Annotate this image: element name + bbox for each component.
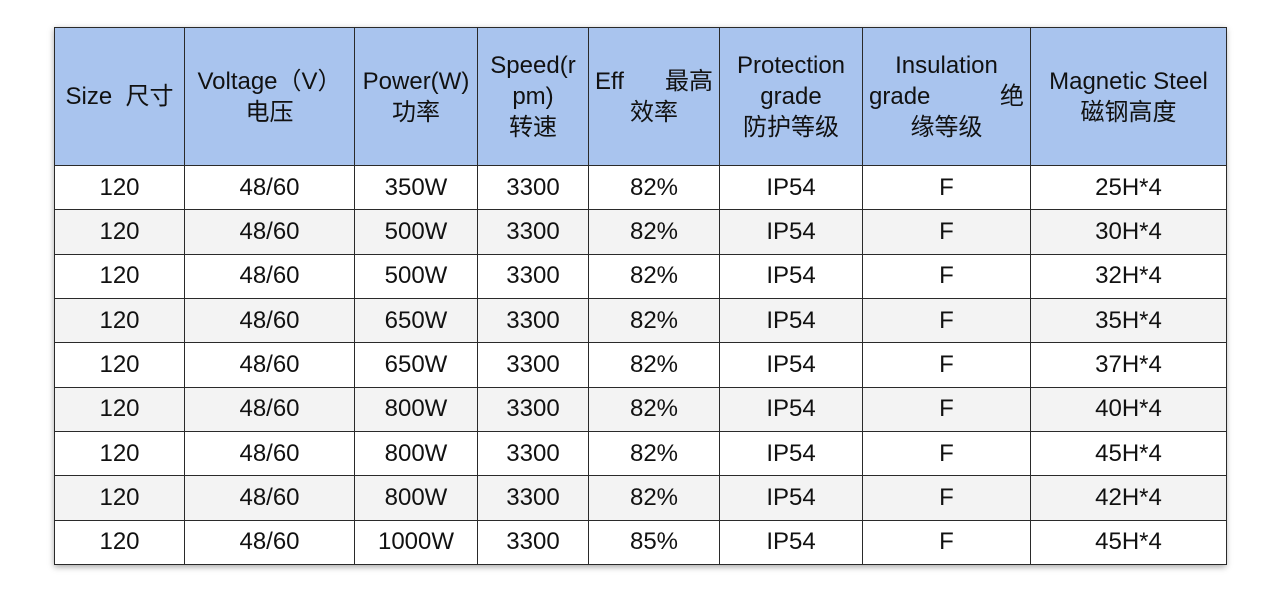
cell-size: 120: [54, 297, 185, 344]
cell-size: 120: [54, 386, 185, 432]
cell-insulation: F: [862, 386, 1031, 432]
cell-insulation: F: [862, 164, 1031, 211]
cell-magnetic-steel: 37H*4: [1030, 342, 1227, 388]
cell-speed: 3300: [477, 297, 589, 344]
cell-magnetic-steel: 30H*4: [1030, 209, 1227, 255]
cell-protection: IP54: [719, 430, 863, 477]
cell-efficiency: 82%: [588, 475, 720, 521]
cell-insulation: F: [862, 430, 1031, 477]
cell-efficiency: 85%: [588, 519, 720, 566]
table-row: 120 48/60 500W 3300 82% IP54 F 32H*4: [54, 253, 1227, 299]
header-row: Size 尺寸 Voltage（V） 电压 Power(W) 功率 Speed(…: [54, 27, 1227, 166]
cell-insulation: F: [862, 475, 1031, 521]
cell-insulation: F: [862, 519, 1031, 566]
cell-magnetic-steel: 25H*4: [1030, 164, 1227, 211]
cell-magnetic-steel: 45H*4: [1030, 430, 1227, 477]
cell-voltage: 48/60: [184, 475, 355, 521]
cell-voltage: 48/60: [184, 253, 355, 299]
cell-voltage: 48/60: [184, 342, 355, 388]
cell-efficiency: 82%: [588, 430, 720, 477]
header-insulation: Insulation grade 绝 缘等级: [862, 27, 1031, 166]
cell-power: 350W: [354, 164, 478, 211]
header-efficiency: Eff 最高 效率: [588, 27, 720, 166]
cell-magnetic-steel: 42H*4: [1030, 475, 1227, 521]
header-size: Size 尺寸: [54, 27, 185, 166]
cell-power: 800W: [354, 475, 478, 521]
cell-voltage: 48/60: [184, 164, 355, 211]
cell-size: 120: [54, 164, 185, 211]
cell-size: 120: [54, 475, 185, 521]
cell-speed: 3300: [477, 519, 589, 566]
cell-magnetic-steel: 35H*4: [1030, 297, 1227, 344]
cell-efficiency: 82%: [588, 209, 720, 255]
cell-protection: IP54: [719, 253, 863, 299]
cell-voltage: 48/60: [184, 430, 355, 477]
cell-protection: IP54: [719, 342, 863, 388]
cell-efficiency: 82%: [588, 164, 720, 211]
cell-size: 120: [54, 430, 185, 477]
table-row: 120 48/60 800W 3300 82% IP54 F 45H*4: [54, 430, 1227, 477]
cell-insulation: F: [862, 342, 1031, 388]
cell-speed: 3300: [477, 209, 589, 255]
table-body: 120 48/60 350W 3300 82% IP54 F 25H*4 120 48/60 500…: [54, 164, 1227, 566]
cell-magnetic-steel: 32H*4: [1030, 253, 1227, 299]
table-row: 120 48/60 350W 3300 82% IP54 F 25H*4: [54, 164, 1227, 211]
table-row: 120 48/60 650W 3300 82% IP54 F 37H*4: [54, 342, 1227, 388]
cell-speed: 3300: [477, 430, 589, 477]
cell-size: 120: [54, 209, 185, 255]
header-voltage: Voltage（V） 电压: [184, 27, 355, 166]
header-power: Power(W) 功率: [354, 27, 478, 166]
cell-power: 500W: [354, 209, 478, 255]
cell-power: 500W: [354, 253, 478, 299]
spec-table-container: Size 尺寸 Voltage（V） 电压 Power(W) 功率 Speed(…: [54, 27, 1227, 566]
cell-speed: 3300: [477, 475, 589, 521]
cell-power: 1000W: [354, 519, 478, 566]
cell-speed: 3300: [477, 253, 589, 299]
cell-speed: 3300: [477, 342, 589, 388]
cell-protection: IP54: [719, 209, 863, 255]
cell-size: 120: [54, 253, 185, 299]
cell-power: 650W: [354, 342, 478, 388]
cell-power: 650W: [354, 297, 478, 344]
cell-efficiency: 82%: [588, 386, 720, 432]
cell-protection: IP54: [719, 386, 863, 432]
cell-power: 800W: [354, 430, 478, 477]
cell-efficiency: 82%: [588, 253, 720, 299]
cell-protection: IP54: [719, 297, 863, 344]
cell-insulation: F: [862, 209, 1031, 255]
motor-spec-table: Size 尺寸 Voltage（V） 电压 Power(W) 功率 Speed(…: [54, 27, 1227, 566]
cell-magnetic-steel: 40H*4: [1030, 386, 1227, 432]
cell-voltage: 48/60: [184, 386, 355, 432]
cell-insulation: F: [862, 253, 1031, 299]
table-row: 120 48/60 800W 3300 82% IP54 F 42H*4: [54, 475, 1227, 521]
cell-protection: IP54: [719, 475, 863, 521]
cell-efficiency: 82%: [588, 297, 720, 344]
cell-size: 120: [54, 519, 185, 566]
cell-speed: 3300: [477, 386, 589, 432]
cell-voltage: 48/60: [184, 209, 355, 255]
header-protection: Protection grade 防护等级: [719, 27, 863, 166]
cell-power: 800W: [354, 386, 478, 432]
cell-voltage: 48/60: [184, 297, 355, 344]
cell-protection: IP54: [719, 519, 863, 566]
table-row: 120 48/60 650W 3300 82% IP54 F 35H*4: [54, 297, 1227, 344]
cell-voltage: 48/60: [184, 519, 355, 566]
cell-speed: 3300: [477, 164, 589, 211]
header-magnetic-steel: Magnetic Steel 磁钢高度: [1030, 27, 1227, 166]
cell-size: 120: [54, 342, 185, 388]
table-row: 120 48/60 1000W 3300 85% IP54 F 45H*4: [54, 519, 1227, 566]
header-speed: Speed(r pm) 转速: [477, 27, 589, 166]
cell-magnetic-steel: 45H*4: [1030, 519, 1227, 566]
cell-efficiency: 82%: [588, 342, 720, 388]
table-row: 120 48/60 500W 3300 82% IP54 F 30H*4: [54, 209, 1227, 255]
cell-protection: IP54: [719, 164, 863, 211]
cell-insulation: F: [862, 297, 1031, 344]
table-row: 120 48/60 800W 3300 82% IP54 F 40H*4: [54, 386, 1227, 432]
